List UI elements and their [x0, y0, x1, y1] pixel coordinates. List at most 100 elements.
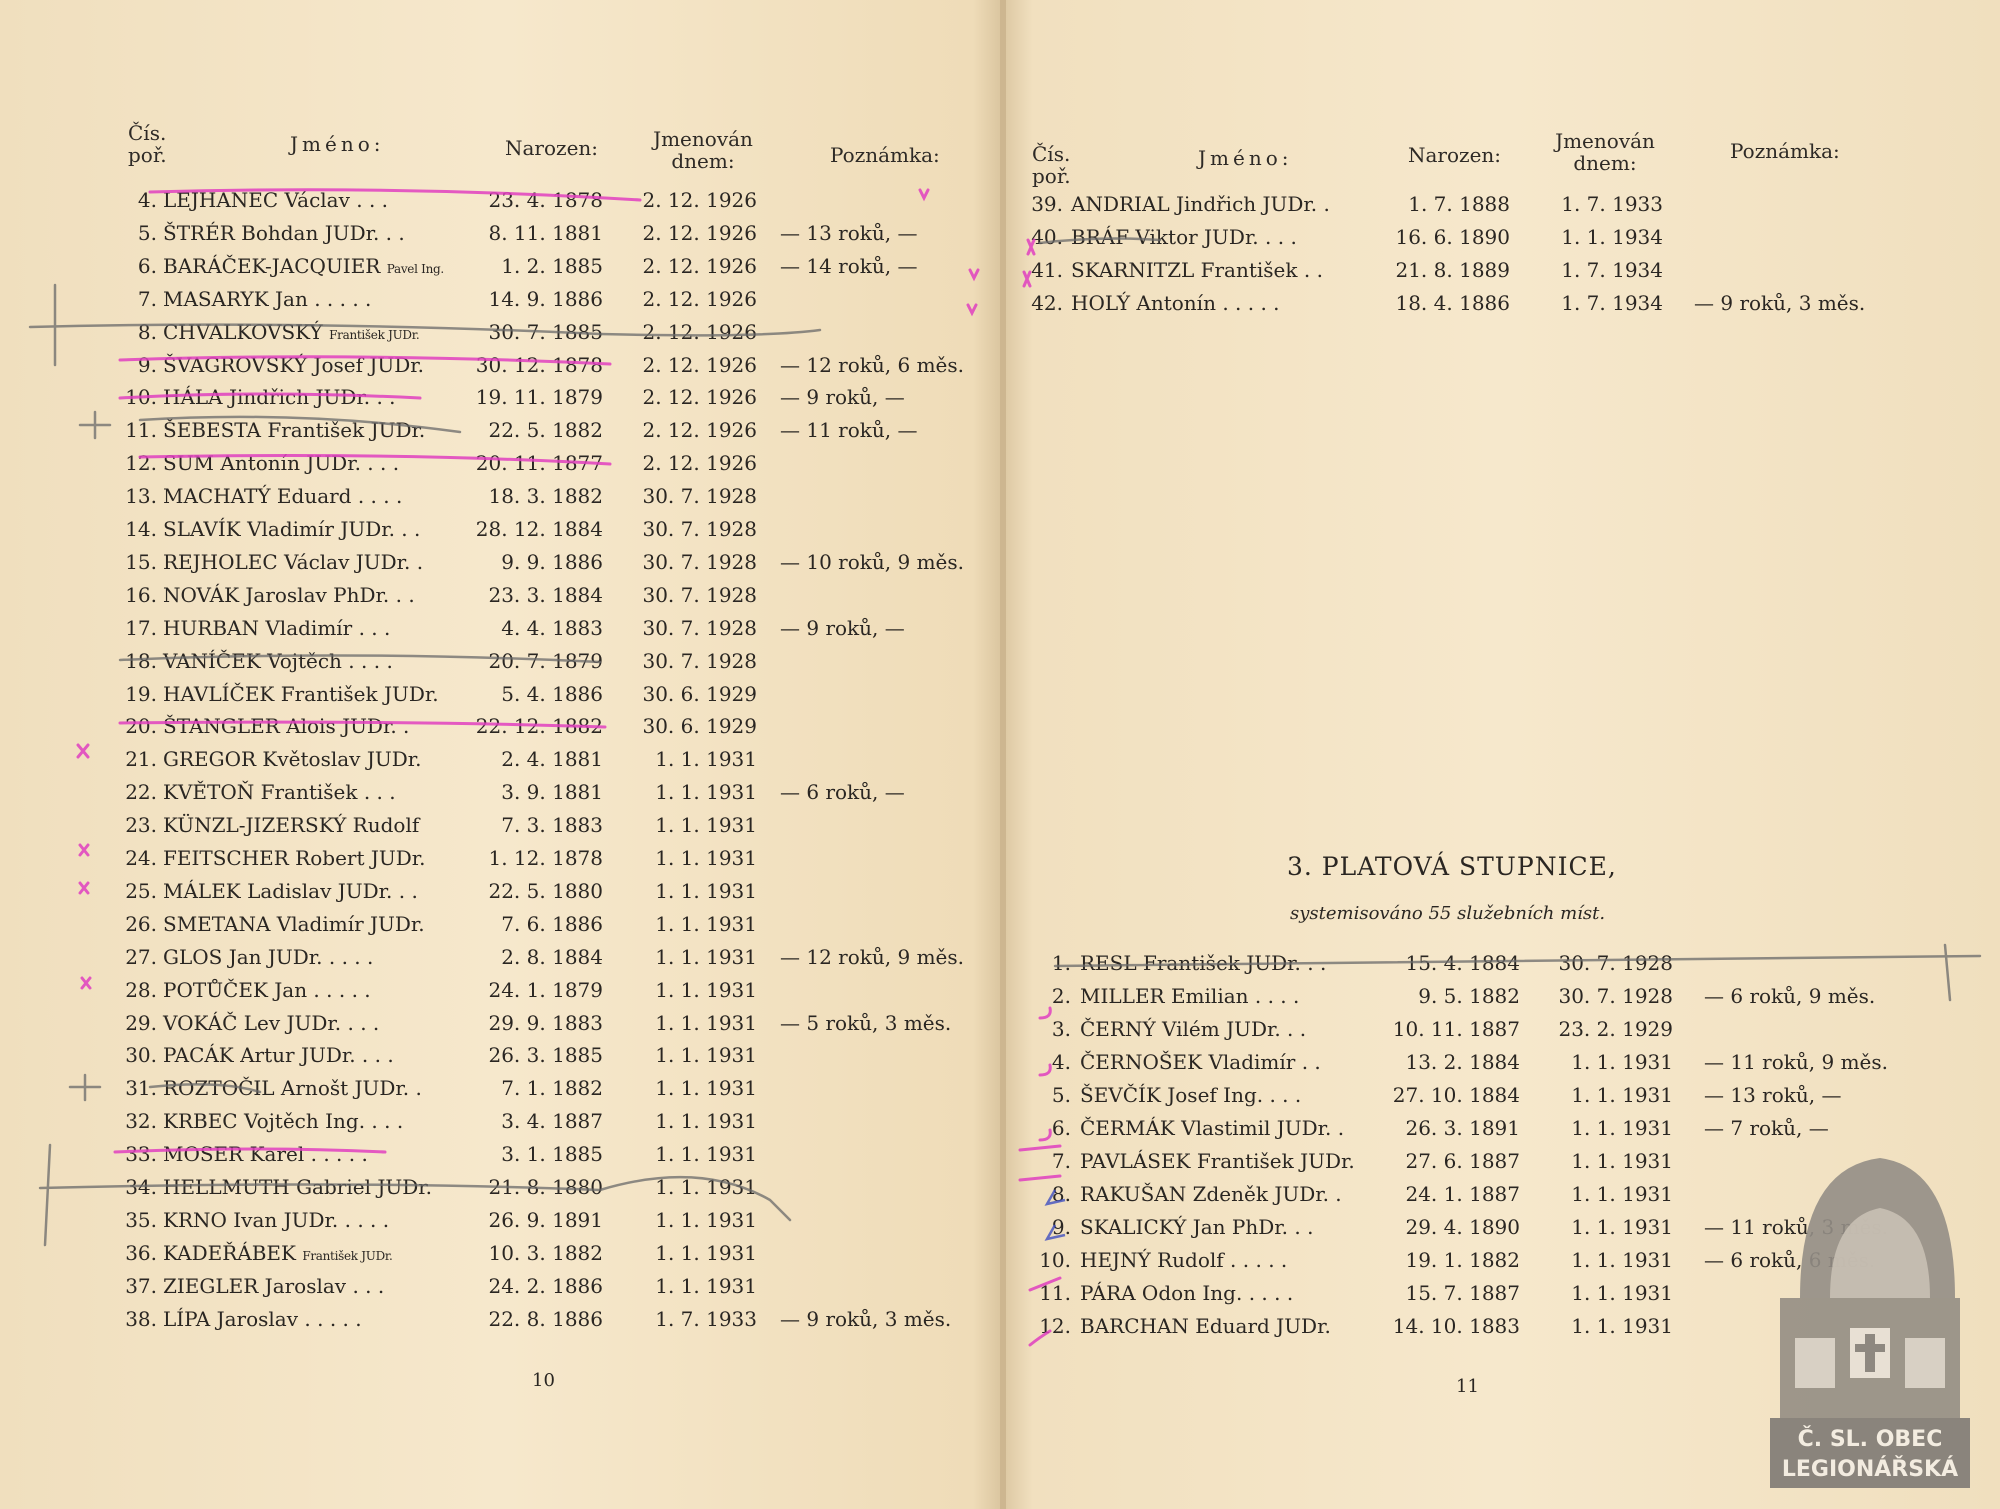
- row-number: 14.: [125, 517, 157, 541]
- row-number: 16.: [125, 582, 157, 607]
- appointment-date: 1. 1. 1931: [1571, 1149, 1673, 1173]
- person-name: ANDRIAL Jindřich JUDr. .: [1071, 192, 1330, 216]
- appointment-date: 1. 1. 1931: [655, 977, 757, 1002]
- table-row: 36. KADEŘÁBEK František JUDr. 10. 3. 1882 1…: [0, 1237, 2000, 1269]
- person-name: HOLÝ Antonín . . . . .: [1071, 291, 1280, 315]
- appointment-date: 2. 12. 1926: [642, 220, 757, 245]
- header-name: Jméno:: [290, 132, 385, 156]
- table-row: 14. SLAVÍK Vladimír JUDr. . . 28. 12. 1884…: [0, 513, 2000, 545]
- note: — 11 roků, 9 měs.: [1704, 1050, 1888, 1074]
- person-name: ČERNÝ Vilém JUDr. . .: [1080, 1017, 1307, 1041]
- row-number: 4.: [1051, 1050, 1071, 1074]
- birth-date: 15. 7. 1887: [1405, 1281, 1520, 1305]
- birth-date: 3. 9. 1881: [501, 780, 603, 805]
- row-number: 8.: [1051, 1182, 1071, 1206]
- birth-date: 10. 11. 1887: [1392, 1017, 1520, 1041]
- appointment-date: 30. 7. 1928: [1558, 951, 1673, 975]
- person-given-name: Pavel Ing.: [386, 261, 445, 276]
- row-number: 9.: [137, 352, 157, 377]
- birth-date: 29. 4. 1890: [1405, 1215, 1520, 1239]
- person-name: SMETANA Vladimír JUDr.: [163, 911, 425, 936]
- header-note: Poznámka:: [830, 143, 940, 167]
- appointment-date: 30. 7. 1928: [642, 484, 757, 509]
- row-number: 5.: [1051, 1083, 1071, 1107]
- table-row: 26. SMETANA Vladimír JUDr. 7. 6. 1886 1. 1.…: [0, 908, 2000, 940]
- row-number: 20.: [125, 714, 157, 739]
- person-name: ŠTRÉR Bohdan JUDr. . .: [163, 220, 405, 245]
- row-number: 25.: [125, 878, 157, 903]
- book-gutter: [1000, 0, 1006, 1509]
- table-row: 29. VOKÁČ Lev JUDr. . . . 29. 9. 1883 1. 1.…: [0, 1007, 2000, 1039]
- person-name: PÁRA Odon Ing. . . . .: [1080, 1281, 1294, 1305]
- row-number: 36.: [125, 1240, 157, 1265]
- row-number: 38.: [125, 1306, 157, 1331]
- appointment-date: 30. 7. 1928: [642, 615, 757, 640]
- table-row: 4. ČERNOŠEK Vladimír . . 13. 2. 1884 1. 1. …: [0, 1046, 2000, 1078]
- appointment-date: 30. 6. 1929: [642, 714, 757, 739]
- person-name: SLAVÍK Vladimír JUDr. . .: [163, 517, 421, 541]
- person-name: MACHATÝ Eduard . . . .: [163, 484, 403, 509]
- appointment-date: 1. 1. 1931: [1571, 1083, 1673, 1107]
- birth-date: 30. 7. 1885: [488, 319, 603, 344]
- birth-date: 18. 3. 1882: [488, 484, 603, 509]
- table-row: 5. ŠEVČÍK Josef Ing. . . . 27. 10. 1884 1. …: [0, 1079, 2000, 1111]
- watermark-line1: Č. SL. OBEC: [1798, 1426, 1943, 1452]
- row-number: 7.: [1051, 1149, 1071, 1173]
- appointment-date: 2. 12. 1926: [642, 253, 757, 278]
- appointment-date: 2. 12. 1926: [642, 451, 757, 476]
- table-row: 11. PÁRA Odon Ing. . . . . 15. 7. 1887 1. 1…: [0, 1277, 2000, 1309]
- note: — 9 roků, —: [780, 385, 905, 410]
- appointment-date: 2. 12. 1926: [642, 385, 757, 410]
- birth-date: 22. 12. 1882: [475, 714, 603, 739]
- appointment-date: 2. 12. 1926: [642, 286, 757, 311]
- person-name: BARCHAN Eduard JUDr.: [1080, 1314, 1331, 1338]
- person-name: ŠEVČÍK Josef Ing. . . .: [1080, 1083, 1302, 1107]
- note: — 6 roků, —: [780, 780, 905, 805]
- row-number: 26.: [125, 911, 157, 936]
- appointment-date: 30. 6. 1929: [642, 681, 757, 706]
- appointment-date: 2. 12. 1926: [642, 418, 757, 443]
- appointment-date: 30. 7. 1928: [642, 517, 757, 541]
- appointment-date: 1. 1. 1931: [1571, 1248, 1673, 1272]
- row-number: 11.: [1039, 1281, 1071, 1305]
- birth-date: 14. 10. 1883: [1392, 1314, 1520, 1338]
- table-row: 17. HURBAN Vladimír . . . 4. 4. 1883 30. 7.…: [0, 612, 2000, 644]
- header-num: Čís. poř.: [128, 121, 167, 167]
- birth-date: 5. 4. 1886: [501, 681, 603, 706]
- left-page: [0, 0, 1003, 1509]
- row-number: 2.: [1051, 984, 1071, 1008]
- person-name: RAKUŠAN Zdeněk JUDr. .: [1080, 1182, 1342, 1206]
- row-number: 8.: [137, 319, 157, 344]
- appointment-date: 1. 1. 1931: [1571, 1215, 1673, 1239]
- row-number: 3.: [1051, 1017, 1071, 1041]
- appointment-date: 1. 1. 1931: [655, 911, 757, 936]
- person-name: ŠEBESTA František JUDr.: [163, 418, 426, 443]
- birth-date: 16. 6. 1890: [1395, 225, 1510, 249]
- person-name: CHVALKOVSKÝ František JUDr.: [163, 316, 420, 351]
- person-name: MOSER Karel . . . . .: [163, 1142, 368, 1167]
- row-number: 17.: [125, 615, 157, 640]
- table-row: 3. ČERNÝ Vilém JUDr. . . 10. 11. 1887 23. 2…: [0, 1013, 2000, 1045]
- header-born: Narozen:: [1408, 143, 1502, 167]
- note: — 10 roků, 9 měs.: [780, 549, 964, 574]
- birth-date: 27. 10. 1884: [1392, 1083, 1520, 1107]
- birth-date: 9. 5. 1882: [1418, 984, 1520, 1008]
- person-surname: CHVALKOVSKÝ: [163, 319, 323, 344]
- birth-date: 20. 11. 1877: [475, 451, 603, 476]
- note: — 9 roků, —: [780, 615, 905, 640]
- row-number: 12.: [1039, 1314, 1071, 1338]
- table-row: 21. GREGOR Květoslav JUDr. 2. 4. 1881 1. 1.…: [0, 743, 2000, 775]
- page-number-right: 11: [1456, 1376, 1479, 1397]
- person-name: FEITSCHER Robert JUDr.: [163, 846, 426, 870]
- person-name: NOVÁK Jaroslav PhDr. . .: [163, 582, 415, 607]
- person-name: GLOS Jan JUDr. . . . .: [163, 944, 374, 969]
- person-name: BARÁČEK-JACQUIER Pavel Ing.: [163, 250, 444, 285]
- person-given-name: František JUDr.: [329, 327, 420, 342]
- note: — 7 roků, —: [1704, 1116, 1829, 1140]
- table-row: 27. GLOS Jan JUDr. . . . . 2. 8. 1884 1. 1.…: [0, 941, 2000, 973]
- table-row: 41. SKARNITZL František . . 21. 8. 1889 1. …: [0, 254, 2000, 286]
- table-row: 10. HEJNÝ Rudolf . . . . . 19. 1. 1882 1. 1…: [0, 1244, 2000, 1276]
- birth-date: 27. 6. 1887: [1405, 1149, 1520, 1173]
- birth-date: 26. 3. 1891: [1405, 1116, 1520, 1140]
- header-appointed: Jmenován dnem:: [653, 127, 753, 173]
